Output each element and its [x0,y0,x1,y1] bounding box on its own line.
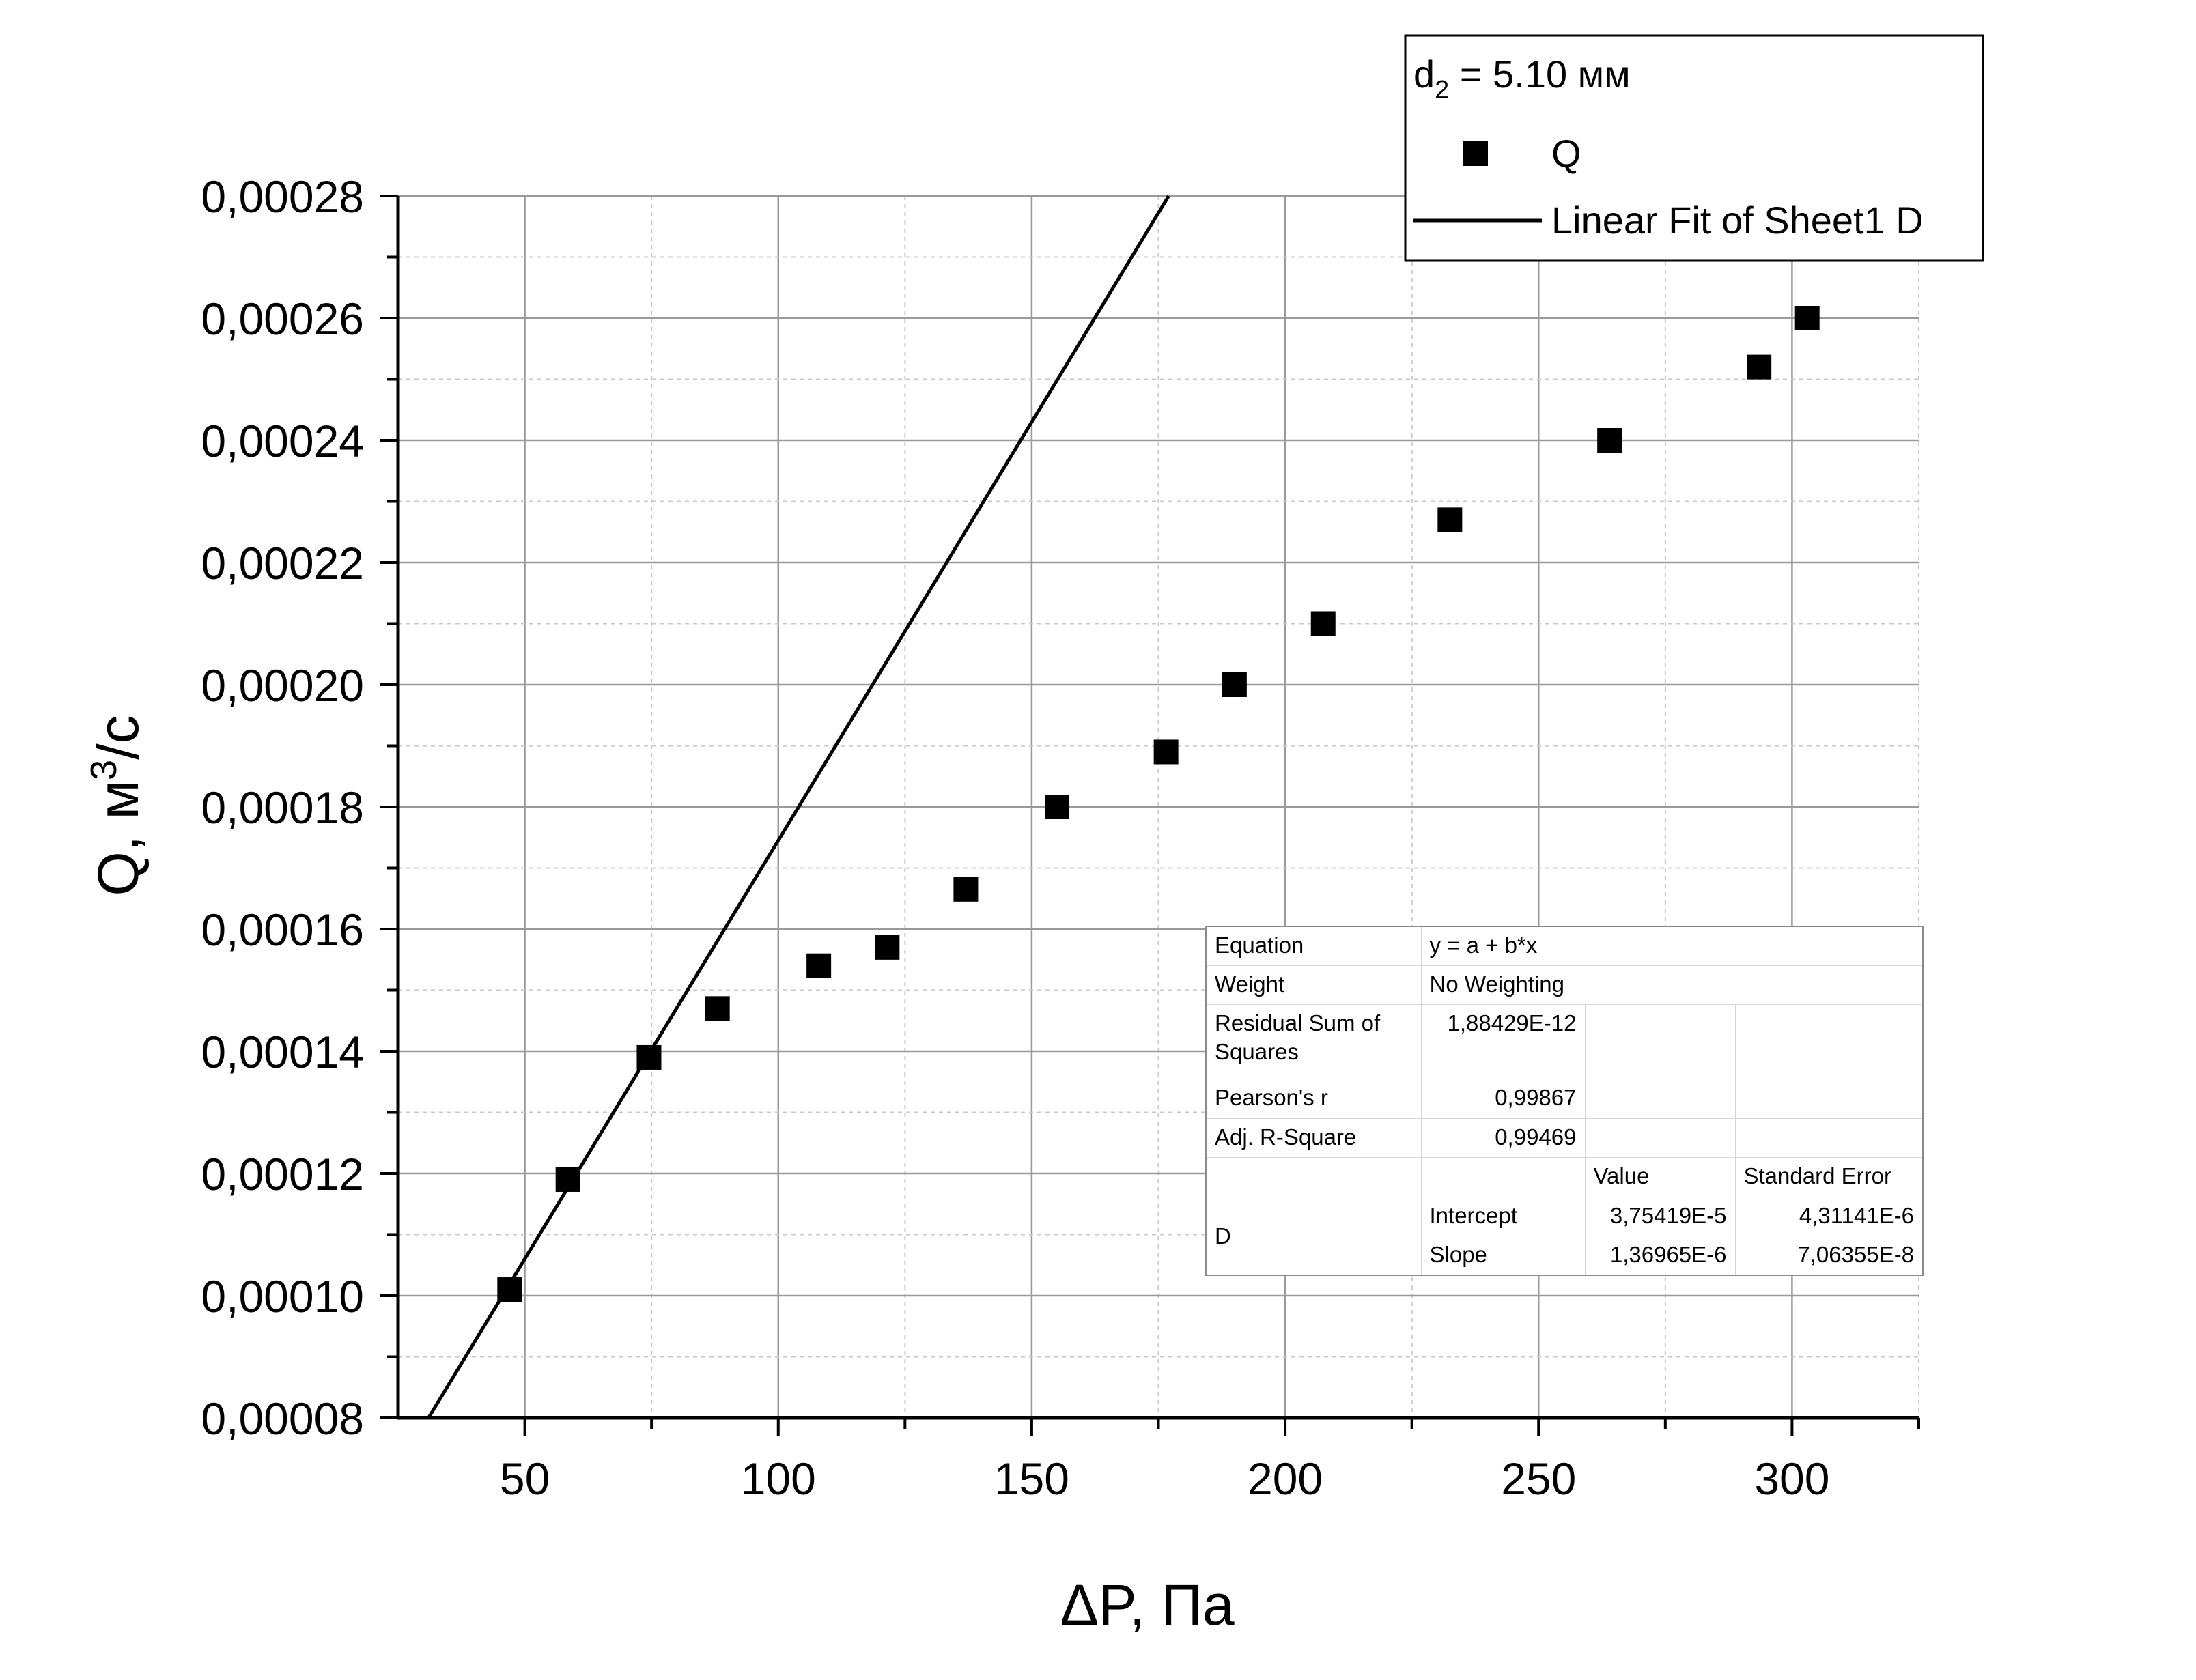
legend-marker-square [1463,141,1488,166]
y-tick-label: 0,00018 [201,782,364,833]
slope-label: Slope [1420,1235,1586,1276]
legend-series-label: Q [1551,132,1581,175]
y-tick-label: 0,00014 [201,1027,364,1077]
equation-value: y = a + b*x [1420,926,1924,966]
fit-statistics-table: Equation y = a + b*x Weight No Weighting… [1205,926,1924,1276]
y-tick-label: 0,00016 [201,905,364,955]
adjr-empty-2 [1734,1117,1924,1158]
x-tick-label: 100 [741,1453,816,1504]
x-tick-label: 250 [1501,1453,1576,1504]
intercept-value: 3,75419E-5 [1584,1196,1736,1236]
legend-title: d2 = 5.10 мм [1413,53,1631,104]
data-point [1794,306,1820,330]
pearson-empty-1 [1584,1079,1736,1119]
axes [380,195,1920,1436]
value-header: Value [1584,1157,1736,1197]
y-tick-label: 0,00024 [201,416,364,466]
legend-fit-label: Linear Fit of Sheet1 D [1551,199,1924,242]
legend-title-sub: 2 [1435,76,1449,104]
data-point [555,1167,580,1192]
y-tick-label: 0,00012 [201,1149,364,1199]
legend-title-tail: = 5.10 мм [1449,53,1630,96]
y-tick-label: 0,00028 [201,171,364,222]
y-tick-label: 0,00010 [201,1271,364,1322]
x-tick-label: 50 [500,1453,550,1504]
adj-r-square-label: Adj. R-Square [1205,1117,1422,1158]
x-tick-label: 150 [994,1453,1069,1504]
legend-box [1404,34,1984,262]
y-axis-title-tail: /c [86,715,150,759]
rss-label: Residual Sum of Squares [1205,1004,1422,1080]
data-point [1153,739,1179,765]
data-point [1045,795,1070,819]
weight-label: Weight [1205,965,1422,1006]
adj-r-square-value: 0,99469 [1420,1117,1586,1158]
x-tick-label: 300 [1754,1453,1829,1504]
intercept-error: 4,31141E-6 [1734,1196,1924,1236]
header-empty-2 [1420,1157,1586,1197]
stderr-header: Standard Error [1734,1157,1924,1197]
legend: d2 = 5.10 мм Q Linear Fit of Sheet1 D [1404,34,1984,262]
data-points [497,306,1820,1302]
slope-value: 1,36965E-6 [1584,1235,1736,1276]
data-point [1437,507,1463,532]
y-axis-title-main: Q, м [86,780,150,896]
data-point [705,996,730,1021]
y-axis-title: Q, м3/c [83,715,150,896]
y-tick-label: 0,00020 [201,660,364,711]
y-axis-title-sup: 3 [83,760,124,780]
x-tick-label: 200 [1248,1453,1323,1504]
y-tick-label: 0,00022 [201,538,364,588]
data-point [1597,428,1622,453]
data-point [1222,672,1247,697]
weight-value: No Weighting [1420,965,1924,1006]
data-point [1747,354,1772,380]
tick-labels: 50 100 150 200 250 300 0,00008 0,00010 0,00012 0,… [201,171,1829,1504]
rss-value: 1,88429E-12 [1420,1004,1586,1080]
adjr-empty-1 [1584,1117,1736,1158]
data-point [953,877,979,902]
intercept-label: Intercept [1420,1196,1586,1236]
header-empty-1 [1205,1157,1422,1197]
data-point [875,935,900,960]
fit-line-layer [427,195,1170,1419]
data-point [1310,611,1336,636]
rss-empty-1 [1584,1004,1736,1080]
x-axis-title: ΔP, Па [1060,1573,1234,1637]
pearson-empty-2 [1734,1079,1924,1119]
y-tick-label: 0,00026 [201,294,364,344]
data-point [636,1044,662,1070]
rss-empty-2 [1734,1004,1924,1080]
y-tick-label: 0,00008 [201,1393,364,1444]
group-label: D [1205,1196,1422,1276]
equation-label: Equation [1205,926,1422,966]
pearson-value: 0,99867 [1420,1079,1586,1119]
pearson-label: Pearson's r [1205,1079,1422,1119]
data-point [806,953,832,978]
linear-fit-line [427,195,1170,1419]
data-point [497,1277,522,1302]
slope-error: 7,06355E-8 [1734,1235,1924,1276]
legend-title-main: d [1413,53,1435,96]
